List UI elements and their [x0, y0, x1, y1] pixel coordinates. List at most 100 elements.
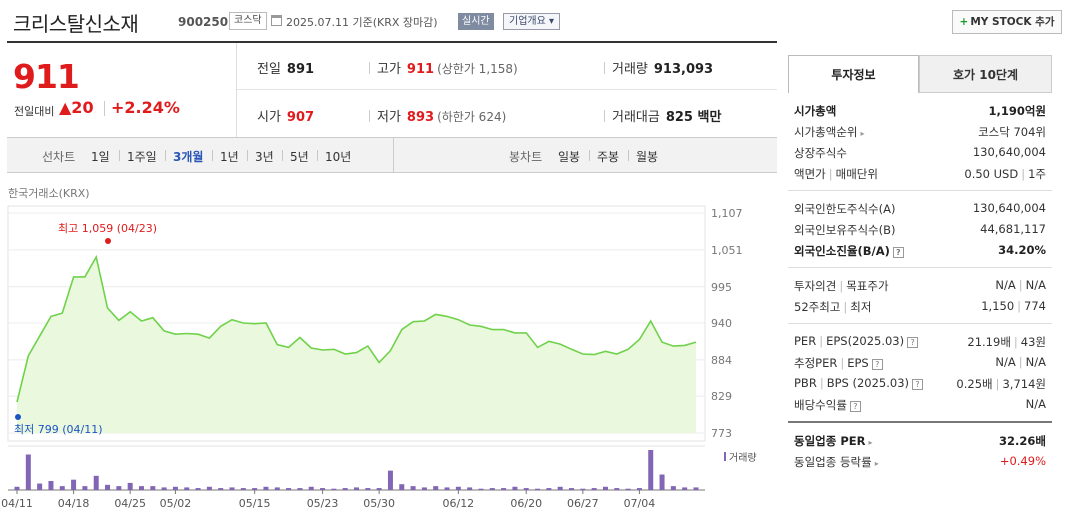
volume-bar [37, 483, 43, 490]
volume-bar [127, 482, 133, 490]
volume-bar [602, 486, 608, 490]
help-icon[interactable]: ? [892, 247, 904, 258]
y-tick-label: 1,051 [711, 244, 743, 257]
header-divider [7, 41, 777, 43]
y-tick-label: 940 [711, 317, 732, 330]
volume-bar [342, 488, 348, 490]
info-row: 투자의견 | 목표주가 N/A | N/A [794, 278, 1046, 293]
opinion-group: 투자의견 | 목표주가 N/A | N/A 52주최고 | 최저 1,150 | 774 [788, 268, 1052, 324]
help-icon[interactable]: ? [871, 359, 883, 370]
tab-monthly[interactable]: 월봉 [636, 150, 659, 164]
candle-chart-label: 봉차트 [509, 150, 543, 164]
valuation-group: PER | EPS(2025.03)? 21.19배 | 43원 추정PER | EPS? N/… [788, 324, 1052, 423]
volume-bar [557, 486, 563, 490]
volume-bar [14, 486, 20, 490]
my-stock-add-button[interactable]: + MY STOCK 추가 [952, 10, 1062, 34]
volume-bar [195, 488, 201, 490]
info-row: 상장주식수 130,640,004 [794, 145, 1046, 160]
volume-bar [512, 486, 518, 490]
volume-bar [71, 479, 77, 490]
x-tick-label: 06/20 [510, 497, 542, 510]
realtime-button[interactable]: 실시간 [458, 13, 494, 30]
volume-bar [297, 488, 303, 490]
volume-bar [331, 488, 337, 490]
day-low: 저가 893 (하한가 624) [377, 110, 507, 125]
help-icon[interactable]: ? [912, 379, 924, 390]
low-label: 최저 799 (04/11) [14, 423, 103, 436]
volume-bar [421, 487, 427, 490]
volume-bar [365, 488, 371, 490]
y-tick-label: 995 [711, 281, 732, 294]
tab-1w[interactable]: 1주일 [127, 150, 157, 164]
volume-bar [591, 488, 597, 490]
info-row: 외국인소진율(B/A)? 34.20% [794, 243, 1046, 258]
volume-bar [455, 486, 461, 490]
info-row: PER | EPS(2025.03)? 21.19배 | 43원 [794, 334, 1046, 349]
volume-bar [93, 475, 99, 490]
x-tick-label: 05/23 [307, 497, 339, 510]
tab-1d[interactable]: 1일 [91, 150, 110, 164]
volume-bar [116, 486, 122, 490]
price-area [17, 257, 696, 433]
tab-1y[interactable]: 1년 [220, 150, 239, 164]
prev-close: 전일 891 [257, 62, 315, 77]
tab-daily[interactable]: 일봉 [558, 150, 581, 164]
x-tick-label: 04/11 [1, 497, 33, 510]
volume-bar [501, 488, 507, 490]
tab-3y[interactable]: 3년 [255, 150, 274, 164]
price-stats: 전일 891 고가 911 (상한가 1,158) 거래량 913,093 시가 907 … [237, 43, 777, 137]
foreign-ownership-group: 외국인한도주식수(A) 130,640,004 외국인보유주식수(B) 44,681… [788, 191, 1052, 268]
quote-date: 2025.07.11 기준(KRX 장마감) [286, 16, 438, 29]
tab-10y[interactable]: 10년 [325, 150, 352, 164]
x-tick-label: 04/25 [114, 497, 146, 510]
tab-investment-info[interactable]: 투자정보 [788, 55, 919, 93]
company-overview-dropdown[interactable]: 기업개요 ▾ [503, 13, 560, 30]
volume-bar [25, 454, 31, 490]
tab-order-book[interactable]: 호가 10단계 [919, 55, 1052, 93]
price-chart[interactable]: 1,107 1,051 995 940 884 829 773 최고 1,059 (04/23… [0, 195, 777, 525]
info-row: 추정PER | EPS? N/A | N/A [794, 355, 1046, 370]
info-row: 동일업종 등락률 ▸ +0.49% [794, 454, 1046, 469]
volume-bar [286, 488, 292, 490]
current-price: 911 [13, 57, 80, 96]
stock-header: 크리스탈신소재 900250 코스닥 2025.07.11 기준(KRX 장마감… [0, 0, 1066, 42]
y-tick-label: 1,107 [711, 207, 743, 220]
volume-bar [172, 486, 178, 490]
volume-bar [150, 486, 156, 490]
info-row: 시가총액순위 ▸ 코스닥 704위 [794, 125, 1046, 139]
chart-period-bar: 선차트 1일 1주일 3개월 1년 3년 5년 10년 봉차트 일봉 주봉 월봉 [7, 137, 777, 173]
volume-bar [240, 488, 246, 490]
price-change: ▲20 [59, 98, 94, 117]
current-price-box: 911 전일대비 ▲20 +2.24% [7, 43, 237, 137]
volume-bar [659, 474, 665, 490]
info-row: 52주최고 | 최저 1,150 | 774 [794, 299, 1046, 314]
tab-3m[interactable]: 3개월 [173, 150, 204, 164]
x-tick-label: 05/15 [239, 497, 271, 510]
volume-bar [410, 486, 416, 490]
volume-bar [229, 487, 235, 490]
help-icon[interactable]: ? [849, 401, 861, 412]
tab-5y[interactable]: 5년 [290, 150, 309, 164]
info-row: PBR | BPS (2025.03)? 0.25배 | 3,714원 [794, 376, 1046, 391]
volume-bar [387, 470, 393, 490]
stock-name[interactable]: 크리스탈신소재 [13, 12, 139, 36]
volume-bar [399, 484, 405, 490]
market-badge: 코스닥 [229, 12, 267, 30]
low-marker [15, 414, 21, 420]
calendar-icon [271, 15, 282, 26]
high-label: 최고 1,059 (04/23) [58, 222, 157, 235]
volume-bar [308, 486, 314, 490]
open-price: 시가 907 [257, 110, 315, 125]
volume-bar [648, 450, 654, 490]
y-tick-label: 829 [711, 390, 732, 403]
help-icon[interactable]: ? [907, 337, 919, 348]
volume-bar [569, 488, 575, 490]
y-tick-label: 884 [711, 354, 732, 367]
volume-bar [478, 488, 484, 490]
price-change-percent: +2.24% [111, 98, 180, 117]
volume-bar [320, 488, 326, 490]
tab-weekly[interactable]: 주봉 [597, 150, 620, 164]
volume-bar [263, 486, 269, 490]
volume-bar [48, 480, 54, 490]
investment-info-panel: 투자정보 호가 10단계 시가총액 1,190억원 시가총액순위 ▸ 코스닥 704위… [788, 55, 1052, 478]
